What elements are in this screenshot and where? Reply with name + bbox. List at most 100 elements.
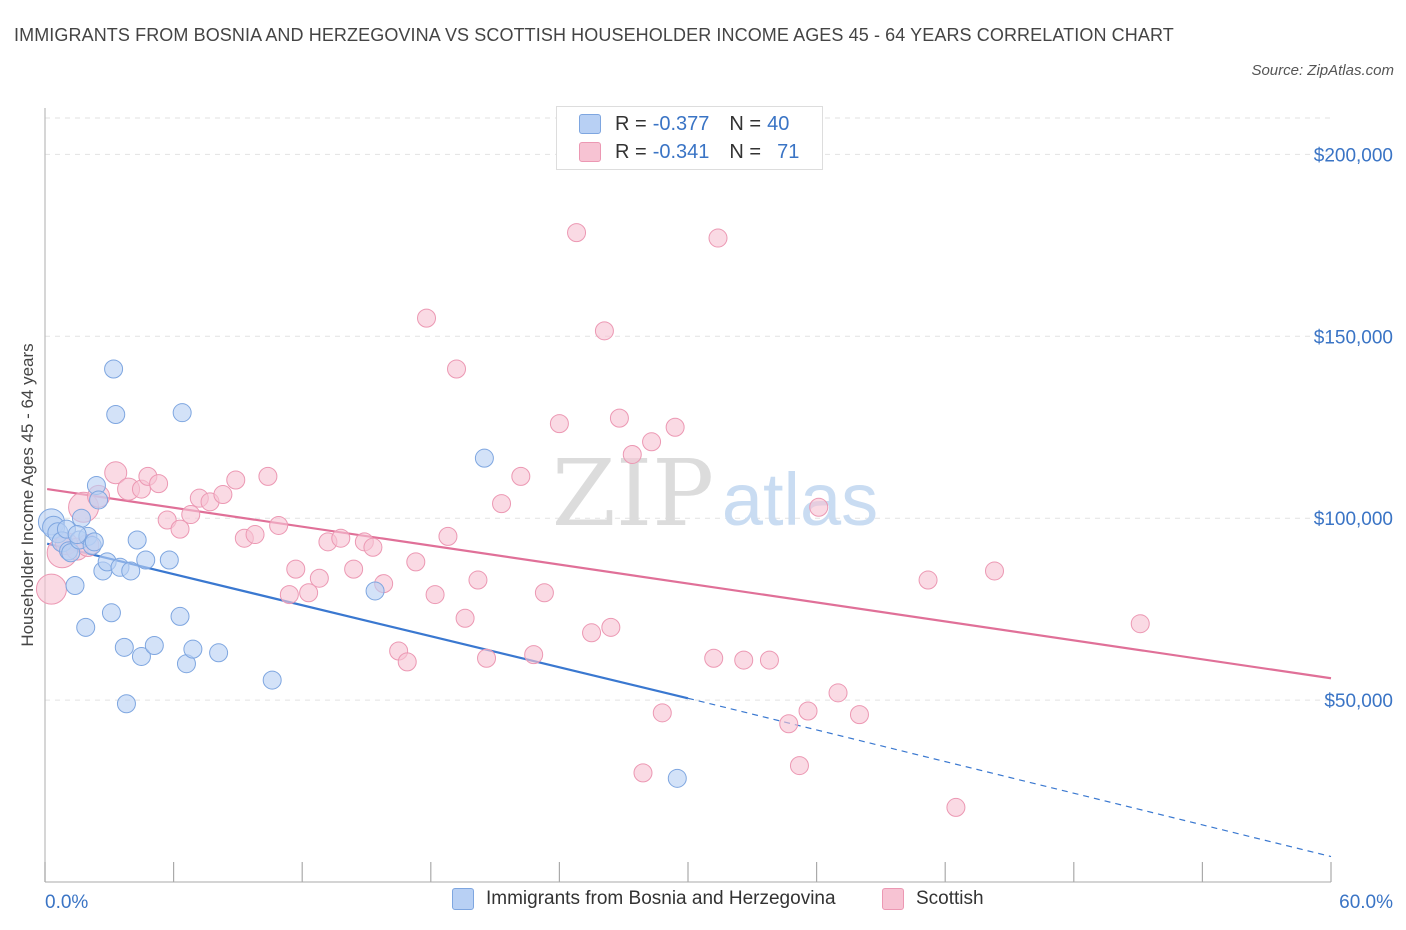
data-point-scottish xyxy=(534,583,554,603)
data-point-scottish xyxy=(511,466,531,486)
x-tick-label: 0.0% xyxy=(45,892,88,913)
series-legend: Immigrants from Bosnia and Herzegovina S… xyxy=(0,888,1406,916)
data-point-bosnia xyxy=(89,490,109,510)
data-point-bosnia xyxy=(172,403,192,423)
tick-labels: $50,000 $100,000 $150,000 $200,000 0.0% 60.0% xyxy=(45,145,1393,913)
data-point-bosnia xyxy=(116,694,136,714)
data-point-scottish xyxy=(397,652,417,672)
data-point-bosnia xyxy=(84,532,104,552)
data-point-bosnia xyxy=(474,448,494,468)
x-tick-label: 60.0% xyxy=(1339,892,1393,913)
axes xyxy=(44,108,1332,883)
series-legend-item-bosnia[interactable]: Immigrants from Bosnia and Herzegovina xyxy=(452,888,836,910)
trend-line-bosnia xyxy=(46,542,689,700)
data-point-scottish xyxy=(299,583,319,603)
data-point-scottish xyxy=(286,559,306,579)
data-point-scottish xyxy=(704,648,724,668)
legend-row-scottish: R = -0.341 N = 71 xyxy=(579,139,799,165)
data-point-scottish xyxy=(946,797,966,817)
y-tick-label: $150,000 xyxy=(1314,327,1393,348)
legend-swatch-pink xyxy=(579,142,601,162)
data-point-scottish xyxy=(181,505,201,525)
data-point-scottish xyxy=(633,763,653,783)
data-point-bosnia xyxy=(144,636,164,656)
data-point-scottish xyxy=(363,537,383,557)
data-point-scottish xyxy=(828,683,848,703)
y-tick-label: $100,000 xyxy=(1314,509,1393,530)
data-point-bosnia xyxy=(365,581,385,601)
data-point-scottish xyxy=(425,585,445,605)
legend-r-value: -0.377 xyxy=(652,112,710,135)
data-point-scottish xyxy=(594,321,614,341)
legend-n-value: 40 xyxy=(767,112,790,135)
series-swatch-pink xyxy=(882,888,904,910)
data-point-bosnia xyxy=(159,550,179,570)
data-point-scottish xyxy=(455,608,475,628)
data-point-scottish xyxy=(170,519,190,539)
data-point-scottish xyxy=(226,470,246,490)
data-point-bosnia xyxy=(262,670,282,690)
data-point-bosnia xyxy=(65,575,85,595)
series-legend-item-scottish[interactable]: Scottish xyxy=(882,888,984,910)
trend-line-scottish xyxy=(46,487,1332,680)
data-point-bosnia xyxy=(71,508,91,528)
data-point-scottish xyxy=(798,701,818,721)
data-point-scottish xyxy=(759,650,779,670)
data-point-bosnia xyxy=(114,637,134,657)
data-point-bosnia xyxy=(131,646,151,666)
data-point-bosnia xyxy=(104,359,124,379)
source-credit: Source: ZipAtlas.com xyxy=(1251,62,1394,79)
legend-n-value: 71 xyxy=(777,140,800,163)
data-point-bosnia xyxy=(170,606,190,626)
data-point-scottish xyxy=(258,466,278,486)
data-point-scottish xyxy=(331,528,351,548)
watermark-atlas: atlas xyxy=(722,458,878,541)
y-tick-label: $200,000 xyxy=(1314,145,1393,166)
data-point-scottish xyxy=(665,417,685,437)
legend-r-value: -0.341 xyxy=(652,140,710,163)
data-point-scottish xyxy=(524,645,544,665)
data-point-scottish xyxy=(809,497,829,517)
data-point-scottish xyxy=(213,485,233,505)
data-point-scottish xyxy=(477,648,497,668)
data-point-scottish xyxy=(582,623,602,643)
data-point-scottish xyxy=(157,510,177,530)
data-point-scottish xyxy=(492,494,512,514)
data-point-scottish xyxy=(609,408,629,428)
data-point-scottish xyxy=(468,570,488,590)
data-point-scottish xyxy=(549,414,569,434)
data-point-scottish xyxy=(984,561,1004,581)
correlation-legend: R = -0.377 N = 40 R = -0.341 N = 71 xyxy=(556,106,823,170)
data-point-scottish xyxy=(601,617,621,637)
data-point-scottish xyxy=(104,461,128,485)
data-point-bosnia xyxy=(106,405,126,425)
chart-title: IMMIGRANTS FROM BOSNIA AND HERZEGOVINA V… xyxy=(14,25,1174,45)
data-point-bosnia xyxy=(667,768,687,788)
data-point-scottish xyxy=(1130,614,1150,634)
data-point-scottish xyxy=(279,585,299,605)
data-point-bosnia xyxy=(101,603,121,623)
legend-swatch-blue xyxy=(579,114,601,134)
legend-n-label: N = xyxy=(729,112,762,135)
data-point-scottish xyxy=(344,559,364,579)
watermark: ZIP atlas xyxy=(552,440,878,547)
legend-row-bosnia: R = -0.377 N = 40 xyxy=(579,111,789,137)
data-point-scottish xyxy=(417,308,437,328)
data-point-scottish xyxy=(734,650,754,670)
data-points xyxy=(35,223,1150,817)
data-point-scottish xyxy=(269,515,289,535)
data-point-scottish xyxy=(652,703,672,723)
data-point-scottish xyxy=(438,526,458,546)
data-point-bosnia xyxy=(76,617,96,637)
data-point-scottish xyxy=(567,223,587,243)
legend-r-label: R = xyxy=(615,112,647,135)
series-legend-label: Immigrants from Bosnia and Herzegovina xyxy=(486,888,836,909)
data-point-scottish xyxy=(642,432,662,452)
data-point-bosnia xyxy=(67,525,87,545)
data-point-scottish xyxy=(708,228,728,248)
data-point-scottish xyxy=(35,573,67,605)
data-point-scottish xyxy=(309,568,329,588)
data-point-scottish xyxy=(789,756,809,776)
series-legend-label: Scottish xyxy=(916,888,984,909)
